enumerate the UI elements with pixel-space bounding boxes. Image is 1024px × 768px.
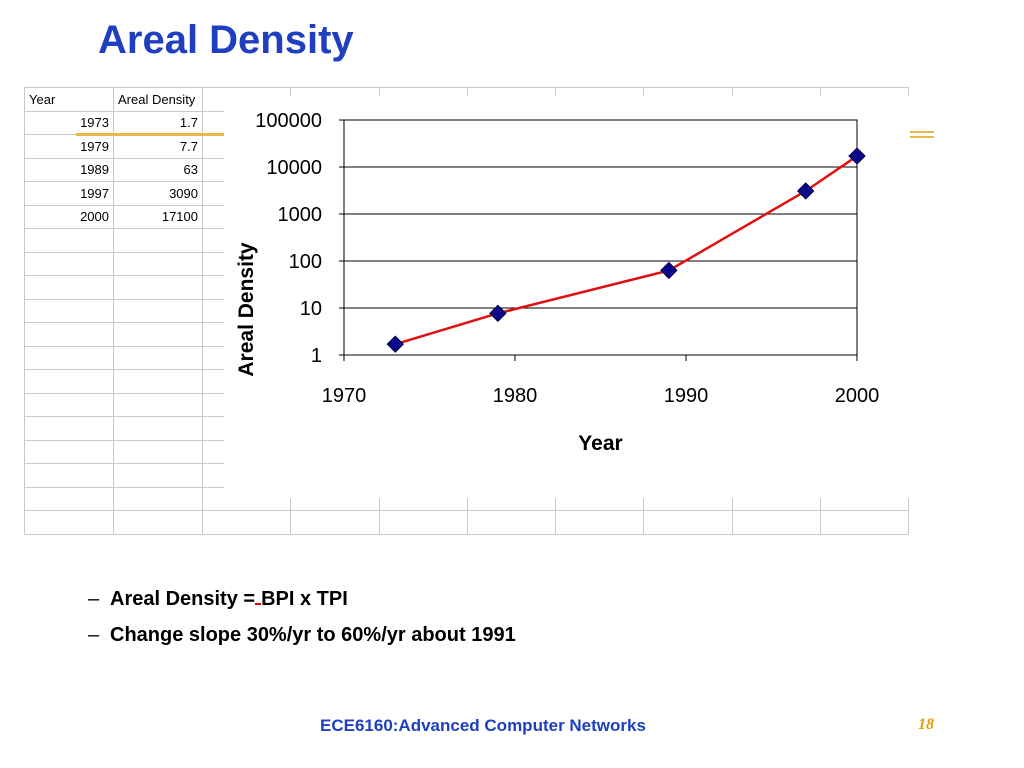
footer-course-title: ECE6160:Advanced Computer Networks: [320, 716, 646, 735]
header-areal-density: Areal Density: [113, 87, 203, 112]
cell-density: 7.7: [113, 134, 203, 159]
gold-mark-right: [908, 131, 934, 133]
cell-density: 17100: [113, 204, 203, 229]
x-tick-label: 1990: [664, 385, 709, 407]
cell-year: 1973: [24, 110, 114, 135]
data-point-marker: [660, 261, 678, 280]
dash-bullet: –: [88, 624, 100, 646]
y-tick-label: 100000: [255, 110, 322, 132]
x-tick-label: 1970: [322, 385, 367, 407]
y-tick-label: 1: [311, 345, 322, 367]
bullet-item: – Change slope 30%/yr to 60%/yr about 199…: [88, 624, 516, 647]
y-tick-label: 10000: [266, 157, 322, 179]
data-point-marker: [386, 335, 405, 353]
gold-mark-right-2: [908, 136, 934, 138]
y-tick-label: 10: [300, 298, 322, 320]
data-point-marker: [489, 304, 507, 323]
y-tick-label: 100: [289, 251, 322, 273]
x-axis-label: Year: [578, 432, 622, 455]
cell-year: 2000: [24, 204, 114, 229]
plot-border: [343, 119, 858, 356]
bullet-item: – Areal Density = BPI x TPI: [88, 588, 516, 611]
bullet-text: Change slope 30%/yr to 60%/yr about 1991: [110, 624, 516, 646]
gold-underline-left: [76, 133, 226, 136]
cell-density: 3090: [113, 181, 203, 206]
cell-year: 1979: [24, 134, 114, 159]
cell-year: 1989: [24, 157, 114, 182]
cell-year: 1997: [24, 181, 114, 206]
chart-area: 1 10 100 1000 10000 100000 1970 1980 1990 2000 Yea…: [224, 96, 910, 498]
cell-density: 1.7: [113, 110, 203, 135]
x-tick-label: 1980: [493, 385, 538, 407]
data-point-marker: [796, 182, 815, 200]
series-line: [394, 155, 858, 346]
y-tick-label: 1000: [278, 204, 323, 226]
page-number: 18: [918, 716, 934, 733]
y-axis-label: Areal Density: [235, 242, 258, 377]
header-year: Year: [24, 87, 114, 112]
slide-title: Areal Density: [98, 18, 354, 62]
bullet-list: – Areal Density = BPI x TPI – Change slope …: [88, 588, 516, 660]
chart-svg: 1 10 100 1000 10000 100000 1970 1980 1990 2000 Yea…: [235, 110, 880, 455]
cell-density: 63: [113, 157, 203, 182]
red-underline-mark: [255, 589, 262, 605]
x-tick-label: 2000: [835, 385, 880, 407]
bullet-text-continued: BPI x TPI: [261, 588, 348, 610]
data-point-marker: [848, 147, 866, 165]
dash-bullet: –: [88, 588, 100, 610]
bullet-text: Areal Density =: [110, 588, 256, 610]
